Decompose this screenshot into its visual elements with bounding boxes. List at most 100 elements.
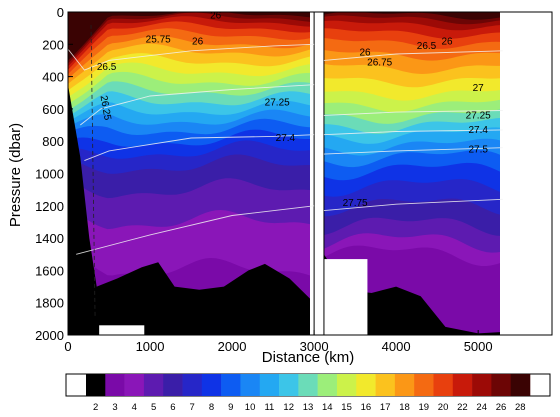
- colorbar-tick-label: 16: [361, 402, 372, 413]
- colorbar-tick-label: 6: [170, 402, 175, 413]
- colorbar-swatch: [317, 374, 338, 396]
- colorbar-tick-label: 13: [303, 402, 314, 413]
- isopycnal-line: [84, 134, 315, 162]
- isopycnal-line: [323, 147, 503, 155]
- colorbar: [65, 373, 551, 397]
- y-tick-label: 800: [42, 134, 64, 149]
- y-axis: 0 200 400 600 800 1000 1200 1400 1600 1800 2000: [35, 5, 73, 343]
- seafloor: [323, 254, 500, 335]
- colorbar-swatch: [163, 374, 183, 396]
- colorbar-swatch: [240, 374, 261, 396]
- colorbar-tick-label: 17: [380, 402, 391, 413]
- x-tick-label: 1000: [136, 339, 165, 354]
- colorbar-tick-label: 24: [476, 402, 487, 413]
- colorbar-swatch: [259, 374, 280, 396]
- x-tick-label: 2000: [218, 339, 247, 354]
- colorbar-swatch: [452, 374, 473, 396]
- no-data-area: [99, 325, 145, 335]
- colorbar-tick-label: 26: [496, 402, 507, 413]
- isopycnal-label: 25.75: [146, 35, 171, 46]
- colorbar-swatch: [356, 374, 376, 396]
- plot-panels: [68, 12, 552, 335]
- colorbar-swatch: [221, 374, 241, 396]
- y-tick-label: 1400: [35, 231, 64, 246]
- colorbar-tick-label: 2: [93, 402, 98, 413]
- colorbar-swatch: [201, 374, 222, 396]
- colorbar-swatch: [510, 374, 531, 396]
- isopycnal-label: 27: [473, 83, 485, 94]
- isopycnal-label: 27.4: [468, 125, 488, 136]
- y-tick-label: 200: [42, 37, 64, 52]
- colorbar-swatch: [433, 374, 454, 396]
- isopycnal-label: 26.25: [98, 95, 113, 122]
- x-tick-label: 5000: [464, 339, 493, 354]
- colorbar-tick-label: 15: [341, 402, 352, 413]
- colorbar-tick-label: 10: [245, 402, 256, 413]
- colorbar-tick-label: 7: [190, 402, 195, 413]
- isopycnal-label: 26: [210, 11, 222, 22]
- colorbar-tick-label: 18: [399, 402, 410, 413]
- x-tick-label: 4000: [382, 339, 411, 354]
- y-axis-label: Pressure (dbar): [7, 123, 24, 227]
- colorbar-tick-label: 22: [457, 402, 468, 413]
- isopycnal-line: [76, 205, 315, 255]
- right-section-field: [323, 12, 500, 335]
- isopycnal-label: 26: [192, 36, 204, 47]
- colorbar-swatch: [124, 374, 145, 396]
- y-tick-label: 1600: [35, 263, 64, 278]
- isopycnal-label: 26.5: [97, 62, 117, 73]
- colorbar-tick-label: 5: [151, 402, 156, 413]
- colorbar-tick-label: 14: [322, 402, 333, 413]
- x-axis-label: Distance (km): [262, 349, 355, 366]
- colorbar-tick-label: 20: [438, 402, 449, 413]
- seafloor: [68, 84, 310, 335]
- colorbar-swatch: [143, 374, 164, 396]
- no-data-area: [504, 12, 552, 335]
- isopycnal-line: [323, 198, 503, 212]
- x-tick-label: 0: [64, 339, 71, 354]
- y-tick-label: 600: [42, 102, 64, 117]
- colorbar-tick-label: 19: [419, 402, 430, 413]
- isopycnal-line: [323, 110, 503, 116]
- colorbar-swatch: [298, 374, 318, 396]
- isopycnal-label: 27.25: [466, 111, 491, 122]
- isopycnal-label: 27.4: [276, 133, 296, 144]
- isopycnal-line: [67, 43, 315, 71]
- colorbar-swatch: [472, 374, 492, 396]
- colorbar-swatch: [86, 374, 106, 396]
- colorbar-tick-label: 3: [112, 402, 117, 413]
- isopycnal-line: [80, 84, 315, 126]
- isopycnal-label: 27.5: [468, 145, 488, 156]
- section-gap: [314, 12, 324, 335]
- left-section-field: [68, 12, 310, 335]
- colorbar-swatch: [394, 374, 415, 396]
- colorbar-tick-labels: 2 3 4 5 6 7 8 9 10 11 12 13 14 15 16 17 18 19 20 22 24 26 28: [93, 402, 526, 413]
- isopycnal-label: 26: [441, 36, 453, 47]
- isopycnal-label: 26.5: [417, 41, 437, 52]
- isopycnal-label: 26.75: [367, 57, 392, 68]
- x-axis: 0 1000 2000 3000 4000 5000: [64, 330, 493, 354]
- isopycnal-label: 27.25: [265, 98, 290, 109]
- colorbar-swatch: [491, 374, 511, 396]
- no-data-area: [323, 259, 368, 335]
- isopycnal-label: 26: [359, 48, 371, 59]
- isopycnal-line: [323, 129, 503, 136]
- colorbar-swatch: [375, 374, 396, 396]
- colorbar-tick-label: 9: [228, 402, 233, 413]
- colorbar-swatch: [279, 374, 299, 396]
- y-tick-label: 1200: [35, 199, 64, 214]
- x-tick-label: 3000: [300, 339, 329, 354]
- y-tick-label: 2000: [35, 328, 64, 343]
- isopycnal-line: [323, 50, 503, 61]
- density-contours: [67, 24, 503, 319]
- y-tick-label: 1800: [35, 296, 64, 311]
- colorbar-tick-label: 4: [132, 402, 137, 413]
- colorbar-swatch: [182, 374, 203, 396]
- y-tick-label: 1000: [35, 167, 64, 182]
- colorbar-tick-label: 28: [515, 402, 526, 413]
- y-tick-label: 400: [42, 70, 64, 85]
- y-tick-label: 0: [57, 5, 64, 20]
- colorbar-tick-label: 12: [283, 402, 294, 413]
